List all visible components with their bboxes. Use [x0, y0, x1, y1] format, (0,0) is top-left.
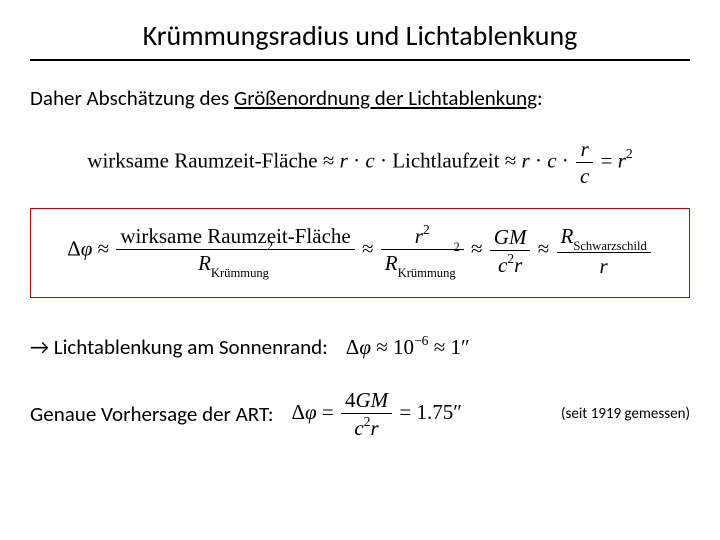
row2-eq2: = [399, 400, 411, 424]
equation-1: wirksame Raumzeit-Fläche ≈ r · c · Licht… [30, 137, 690, 188]
eq1-lhs: wirksame Raumzeit-Fläche [87, 148, 317, 172]
eq2-num2-exp: 2 [423, 222, 430, 237]
intro-prefix: Daher Abschätzung des [30, 85, 234, 111]
page-title: Krümmungsradius und Lichtablenkung [30, 18, 690, 61]
eq2-den3a: c [498, 253, 507, 277]
eq2-num1: wirksame Raumzeit-Fläche [116, 224, 354, 250]
eq2-approx1: ≈ [98, 237, 110, 261]
eq1-approx2: ≈ [505, 148, 517, 172]
row2-text: Genaue Vorhersage der ART: [30, 401, 273, 427]
row2-val: 1.75″ [416, 400, 462, 424]
eq1-cdot4: · [562, 148, 569, 172]
eq1-eq: = [601, 148, 613, 172]
eq2-num3: GM [490, 225, 531, 251]
row1-approx1: ≈ [376, 335, 388, 359]
eq2-frac1: wirksame Raumzeit-Fläche RKrümmung 2 [116, 224, 354, 279]
eq1-approx1: ≈ [323, 148, 335, 172]
eq1-rhs-base: r [618, 148, 626, 172]
row1-highlight: Sonnen [219, 334, 283, 360]
row2-phi: φ [305, 400, 317, 424]
row1-delta: Δ [346, 335, 360, 359]
eq1-c2: c [547, 148, 556, 172]
eq1-frac-den: c [576, 163, 593, 188]
eq2-phi: φ [81, 237, 93, 261]
eq1-light: Lichtlaufzeit [392, 148, 499, 172]
row1-phi: φ [359, 335, 371, 359]
eq2-den2-sub: Krümmung [398, 266, 456, 280]
eq2-den1-sub: Krümmung [211, 266, 269, 280]
row1-val: 1″ [451, 335, 470, 359]
eq1-frac-num: r [576, 137, 593, 163]
eq2-den2-exp: 2 [454, 240, 460, 254]
eq1-cdot3: · [535, 148, 542, 172]
eq1-cdot1: · [353, 148, 360, 172]
eq2-approx2: ≈ [362, 237, 374, 261]
row2-delta: Δ [291, 400, 305, 424]
eq2-den2-base: R [385, 251, 398, 275]
intro-underlined: Größenordnung der Lichtablenkung [234, 85, 537, 111]
row2-frac: 4GM c2r [341, 388, 392, 440]
eq2-num2-base: r [415, 224, 423, 248]
row2-num2: GM [355, 388, 388, 412]
eq2-frac2: r2 RKrümmung2 [381, 223, 464, 279]
eq2-approx4: ≈ [538, 237, 550, 261]
eq2-approx3: ≈ [471, 237, 483, 261]
eq2-frac3: GM c2r [490, 225, 531, 277]
eq2-frac4: RSchwarzschild r [557, 224, 651, 279]
eq1-frac: r c [576, 137, 593, 188]
row1-text: Lichtablenkung am [49, 334, 219, 360]
arrow-icon: → [30, 334, 49, 360]
eq1-rhs-exp: 2 [626, 146, 633, 161]
row1-after: rand: [283, 334, 328, 360]
row2-eq1: = [322, 400, 334, 424]
eq2-den1-exp: 2 [267, 239, 273, 253]
eq2-den4: r [557, 253, 651, 278]
intro-colon: : [537, 85, 543, 111]
eq1-c1: c [365, 148, 374, 172]
eq1-r2: r [522, 148, 530, 172]
eq2-delta: Δ [67, 237, 81, 261]
row1-approx2: ≈ [434, 335, 446, 359]
eq2-den3b: r [514, 253, 522, 277]
row2-note: (seit 1919 gemessen) [561, 405, 690, 423]
row2-num1: 4 [345, 388, 356, 412]
eq2-num4-sub: Schwarzschild [573, 239, 646, 253]
eq1-cdot2: · [380, 148, 387, 172]
row1-ten: 10 [393, 335, 414, 359]
eq2-den3a-exp: 2 [507, 251, 514, 266]
intro-text: Daher Abschätzung des Größenordnung der … [30, 85, 690, 111]
eq2-num4-base: R [561, 224, 574, 248]
row1-exp: −6 [414, 333, 429, 348]
result-row-1: → Lichtablenkung am Sonnenrand: Δφ ≈ 10−… [30, 334, 690, 360]
eq2-den1-base: R [198, 251, 211, 275]
row2-den-b: r [371, 416, 379, 440]
row2-den-a-exp: 2 [364, 414, 371, 429]
eq1-r1: r [340, 148, 348, 172]
result-row-2: Genaue Vorhersage der ART: Δφ = 4GM c2r … [30, 388, 690, 440]
row2-den-a: c [354, 416, 363, 440]
equation-2-box: Δφ ≈ wirksame Raumzeit-Fläche RKrümmung2… [30, 208, 690, 298]
